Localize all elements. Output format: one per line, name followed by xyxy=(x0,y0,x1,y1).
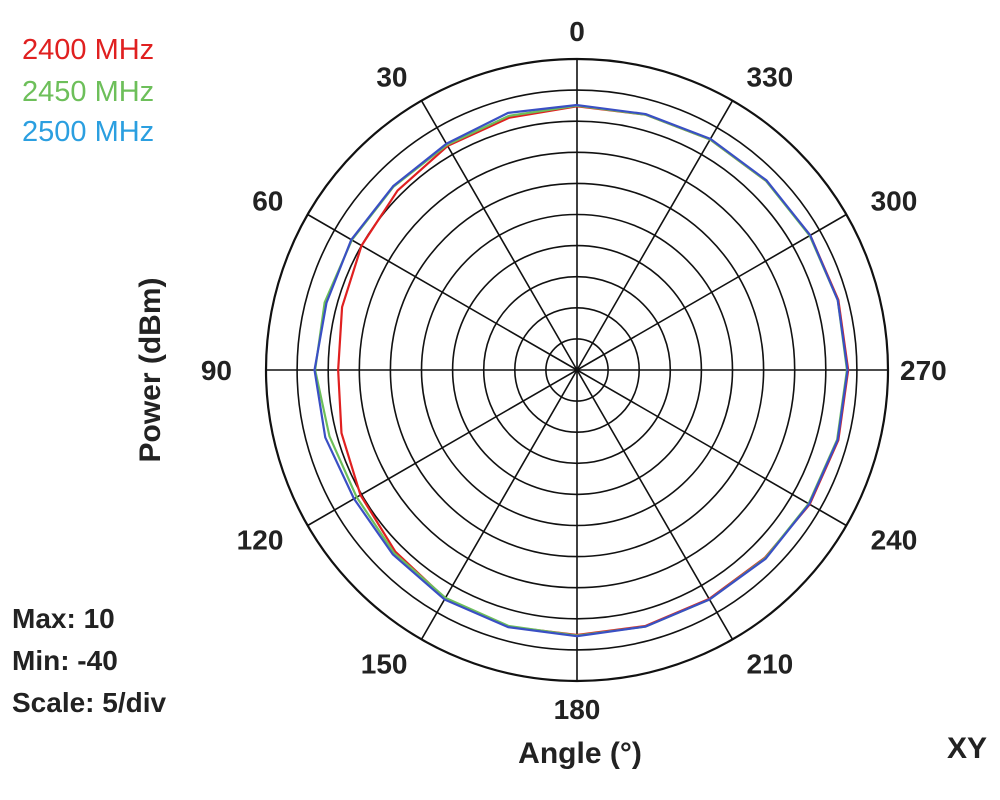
angle-tick-270: 270 xyxy=(900,355,947,386)
legend: 2400 MHz 2450 MHz 2500 MHz xyxy=(22,34,154,148)
angle-tick-0: 0 xyxy=(569,16,585,47)
angle-tick-330: 330 xyxy=(747,61,794,92)
spoke-210 xyxy=(576,369,734,640)
spoke-150 xyxy=(420,369,578,640)
angle-tick-150: 150 xyxy=(361,649,408,680)
angle-tick-120: 120 xyxy=(237,525,284,556)
spoke-330 xyxy=(576,100,734,371)
scale-label: Scale: 5/div xyxy=(12,687,167,718)
angle-tick-30: 30 xyxy=(376,61,407,92)
spoke-300 xyxy=(576,213,847,371)
max-label: Max: 10 xyxy=(12,603,115,634)
polar-grid xyxy=(264,57,890,683)
angle-tick-90: 90 xyxy=(201,355,232,386)
angle-tick-240: 240 xyxy=(871,525,918,556)
x-axis-label: Angle (°) xyxy=(518,737,642,770)
min-label: Min: -40 xyxy=(12,645,118,676)
scale-info: Max: 10 Min: -40 Scale: 5/div xyxy=(12,603,167,718)
series-line-2500-mhz xyxy=(313,103,849,638)
angle-tick-180: 180 xyxy=(554,694,601,725)
spoke-120 xyxy=(307,369,578,527)
legend-entry-2500: 2500 MHz xyxy=(22,116,154,148)
angle-tick-60: 60 xyxy=(252,186,283,217)
angle-tick-labels: 0 30 60 90 120 150 180 210 240 270 300 330 xyxy=(201,16,947,725)
y-axis-label: Power (dBm) xyxy=(134,277,167,462)
legend-entry-2400: 2400 MHz xyxy=(22,34,154,66)
spoke-240 xyxy=(576,369,847,527)
series-lines xyxy=(313,103,850,638)
spoke-60 xyxy=(307,213,578,371)
spoke-30 xyxy=(420,100,578,371)
angle-tick-300: 300 xyxy=(871,186,918,217)
plane-label: XY xyxy=(947,732,987,765)
angle-tick-210: 210 xyxy=(747,649,794,680)
legend-entry-2450: 2450 MHz xyxy=(22,76,154,108)
